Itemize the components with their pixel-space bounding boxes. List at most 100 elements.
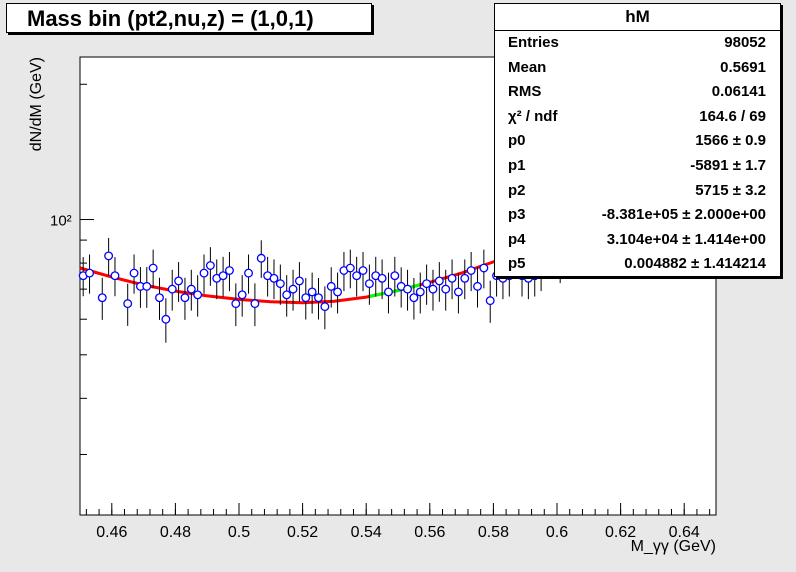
stats-row: RMS 0.06141 (495, 80, 780, 105)
stats-label: p1 (508, 156, 526, 174)
data-point (485, 296, 495, 306)
y-tick-label: 10² (50, 213, 72, 230)
data-point (205, 261, 215, 270)
data-point (460, 273, 470, 283)
data-point (250, 299, 260, 309)
data-points (78, 214, 597, 343)
data-point (377, 273, 387, 283)
data-point (403, 284, 412, 294)
data-point (218, 271, 228, 281)
x-tick-label: 0.48 (160, 524, 191, 541)
data-point (275, 279, 285, 289)
data-point (199, 268, 209, 278)
x-tick-label: 0.52 (287, 524, 318, 541)
data-point (441, 284, 451, 294)
stats-row: p2 5715 ± 3.2 (495, 179, 780, 204)
data-point (453, 287, 463, 297)
stats-row: Mean 0.5691 (495, 56, 780, 81)
data-point (174, 276, 184, 286)
data-point (384, 287, 393, 297)
stats-label: p3 (508, 206, 526, 224)
stats-label: p4 (508, 230, 526, 248)
data-point (466, 266, 476, 275)
data-point (326, 281, 336, 291)
data-point (231, 299, 241, 309)
data-point (269, 273, 279, 283)
stats-value: 3.104e+04 ± 1.414e+00 (606, 230, 766, 248)
data-point (148, 263, 158, 273)
data-point (244, 268, 253, 278)
data-point (294, 276, 304, 286)
stats-rows: Entries 98052 Mean 0.5691 RMS 0.06141 χ² / ndf… (495, 31, 780, 277)
data-point (129, 268, 139, 278)
data-point (180, 293, 190, 303)
stats-value: 1566 ± 0.9 (695, 132, 766, 150)
data-point (307, 287, 317, 297)
data-point (237, 290, 247, 300)
stats-box: hM Entries 98052 Mean 0.5691 RMS 0.06141 χ² / … (494, 3, 781, 277)
stats-value: 0.5691 (720, 58, 766, 76)
x-tick-label: 0.54 (351, 524, 382, 541)
stats-value: 5715 ± 3.2 (695, 181, 766, 199)
x-tick-label: 0.6 (546, 524, 568, 541)
data-point (415, 287, 425, 297)
data-point (193, 290, 203, 300)
stats-value: 164.6 / 69 (699, 107, 766, 125)
data-point (364, 279, 374, 289)
stats-row: p1 -5891 ± 1.7 (495, 154, 780, 179)
stats-label: Mean (508, 58, 547, 76)
stats-label: p5 (508, 255, 526, 273)
data-point (409, 293, 419, 303)
data-point (301, 293, 311, 303)
data-point (110, 271, 120, 281)
x-axis-title: M_γγ (GeV) (631, 538, 716, 555)
stats-value: 0.06141 (711, 83, 766, 101)
x-tick-label: 0.5 (228, 524, 250, 541)
x-tick-label: 0.62 (605, 524, 636, 541)
data-point (345, 263, 355, 273)
stats-row: p3 -8.381e+05 ± 2.000e+00 (495, 203, 780, 228)
data-point (428, 284, 438, 294)
stats-label: Entries (508, 34, 559, 51)
histogram-title: Mass bin (pt2,nu,z) = (1,0,1) (6, 3, 372, 33)
data-point (85, 268, 94, 278)
stats-value: -8.381e+05 ± 2.000e+00 (601, 206, 766, 224)
stats-label: p2 (508, 181, 526, 199)
data-point (447, 273, 457, 283)
data-point (256, 253, 266, 263)
data-point (434, 276, 444, 286)
data-point (155, 293, 164, 303)
x-tick-label: 0.56 (414, 524, 445, 541)
data-point (161, 314, 171, 324)
data-point (358, 266, 368, 275)
stats-row: Entries 98052 (495, 31, 780, 56)
data-point (282, 290, 292, 300)
data-point (288, 284, 298, 294)
stats-value: -5891 ± 1.7 (690, 156, 766, 174)
axis-labels: 0.46 0.48 0.5 0.52 0.54 0.56 0.58 0.6 0.62 0.64 10… (28, 57, 716, 555)
data-point (333, 287, 343, 297)
stats-label: χ² / ndf (508, 107, 558, 125)
stats-label: p0 (508, 132, 526, 150)
data-point (167, 284, 177, 294)
stats-label: RMS (508, 83, 542, 101)
data-point (104, 251, 114, 261)
data-point (186, 284, 196, 294)
data-point (352, 271, 362, 281)
y-axis-title: dN/dM (GeV) (28, 57, 45, 151)
data-point (479, 263, 489, 273)
data-point (225, 266, 234, 275)
data-point (473, 281, 482, 291)
data-point (314, 293, 323, 303)
stats-box-title: hM (495, 4, 780, 31)
data-point (142, 281, 152, 291)
data-point (390, 271, 400, 281)
x-tick-label: 0.64 (669, 524, 700, 541)
stats-row: p0 1566 ± 0.9 (495, 129, 780, 154)
stats-value: 0.004882 ± 1.414214 (624, 255, 766, 273)
data-point (422, 279, 432, 289)
x-tick-label: 0.46 (96, 524, 127, 541)
stats-row: p5 0.004882 ± 1.414214 (495, 252, 780, 277)
data-point (97, 293, 107, 303)
stats-value: 98052 (724, 34, 766, 51)
